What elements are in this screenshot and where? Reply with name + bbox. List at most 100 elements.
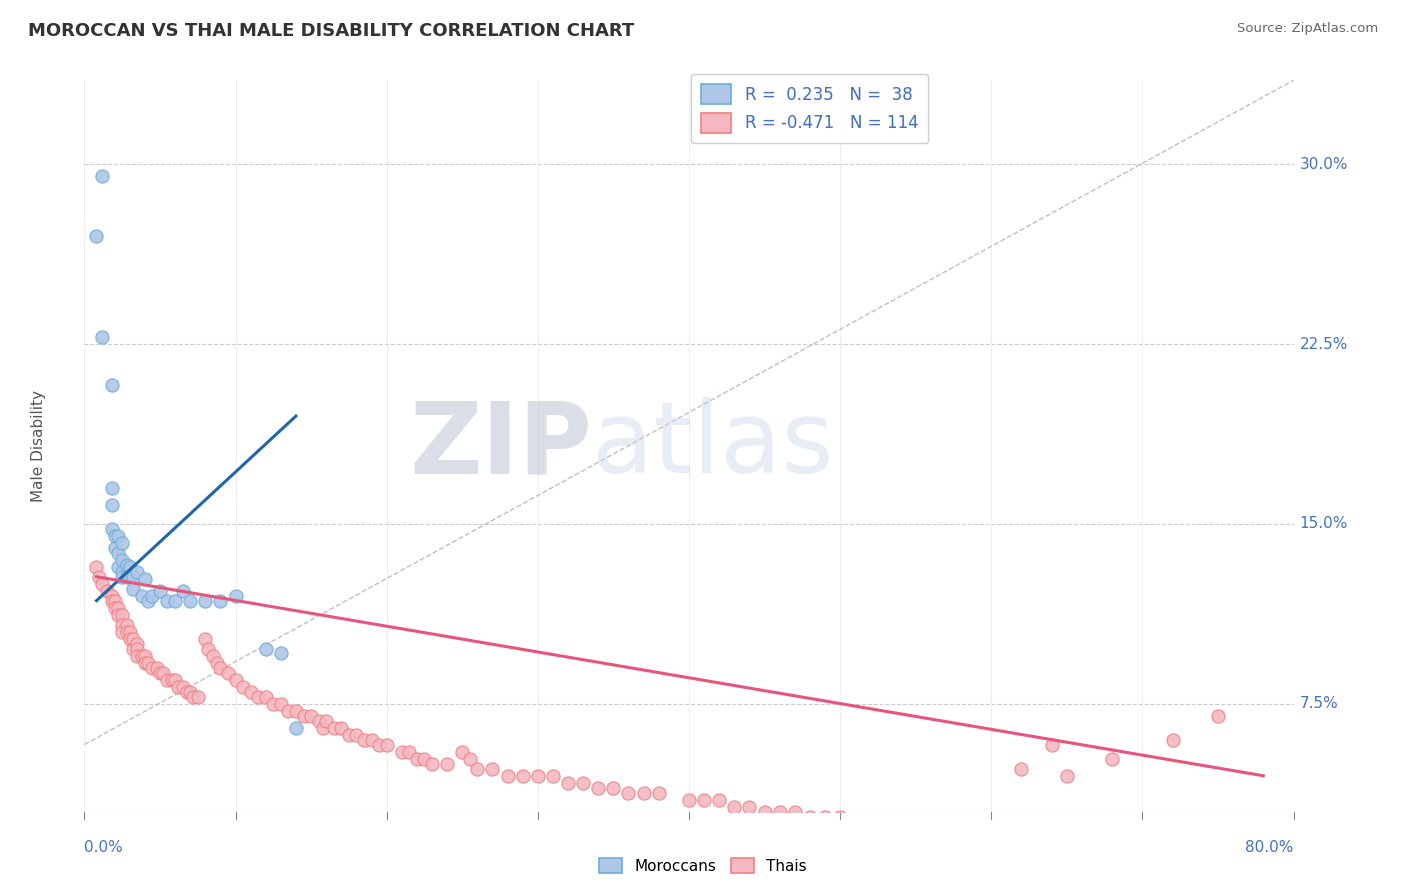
Point xyxy=(91,169,114,184)
Point xyxy=(633,785,655,799)
Point xyxy=(118,624,141,639)
Point xyxy=(588,780,610,795)
Point xyxy=(127,648,149,663)
Point xyxy=(239,685,262,699)
Point xyxy=(217,665,239,680)
Point xyxy=(146,661,169,675)
Point xyxy=(935,829,957,843)
Point xyxy=(292,708,315,723)
Point xyxy=(111,624,134,639)
Point xyxy=(844,816,866,830)
Point xyxy=(100,377,122,392)
Point xyxy=(709,793,731,807)
Point xyxy=(91,330,114,344)
Point xyxy=(96,584,118,599)
Point xyxy=(875,816,897,830)
Point xyxy=(156,673,179,687)
Point xyxy=(1161,732,1184,747)
Text: Source: ZipAtlas.com: Source: ZipAtlas.com xyxy=(1237,22,1378,36)
Point xyxy=(783,805,806,819)
Point xyxy=(121,582,143,596)
Point xyxy=(617,785,640,799)
Point xyxy=(322,721,344,735)
Point xyxy=(225,589,247,603)
Point xyxy=(107,560,129,574)
Point xyxy=(1011,762,1033,776)
Text: 7.5%: 7.5% xyxy=(1299,697,1339,711)
Point xyxy=(152,665,174,680)
Point xyxy=(262,697,284,711)
Point xyxy=(406,752,429,766)
Point xyxy=(209,661,232,675)
Point xyxy=(232,680,254,694)
Point xyxy=(541,769,564,783)
Point xyxy=(160,673,183,687)
Point xyxy=(121,641,143,656)
Point xyxy=(723,800,745,814)
Point xyxy=(207,656,229,670)
Point xyxy=(904,824,927,838)
Point xyxy=(225,673,247,687)
Point xyxy=(285,721,308,735)
Point xyxy=(149,665,172,680)
Point xyxy=(165,593,187,607)
Point xyxy=(299,708,322,723)
Point xyxy=(830,809,852,823)
Point xyxy=(360,732,382,747)
Point xyxy=(890,824,912,838)
Point xyxy=(104,600,127,615)
Point xyxy=(121,632,143,646)
Point xyxy=(172,680,194,694)
Point xyxy=(197,641,219,656)
Point xyxy=(398,745,420,759)
Point xyxy=(136,656,159,670)
Point xyxy=(141,589,163,603)
Point xyxy=(134,656,156,670)
Point xyxy=(368,738,391,752)
Point xyxy=(330,721,353,735)
Point xyxy=(859,816,882,830)
Point xyxy=(1206,708,1229,723)
Point xyxy=(127,565,149,579)
Point xyxy=(107,600,129,615)
Point xyxy=(118,632,141,646)
Point xyxy=(100,593,122,607)
Text: 22.5%: 22.5% xyxy=(1299,336,1348,351)
Point xyxy=(285,704,308,718)
Point xyxy=(86,229,108,244)
Point xyxy=(353,732,375,747)
Point xyxy=(172,584,194,599)
Point xyxy=(527,769,550,783)
Point xyxy=(118,570,141,584)
Point xyxy=(107,546,129,560)
Text: 15.0%: 15.0% xyxy=(1299,516,1348,532)
Point xyxy=(194,593,217,607)
Point xyxy=(156,593,179,607)
Point xyxy=(277,704,299,718)
Text: MOROCCAN VS THAI MALE DISABILITY CORRELATION CHART: MOROCCAN VS THAI MALE DISABILITY CORRELA… xyxy=(28,22,634,40)
Point xyxy=(201,648,224,663)
Point xyxy=(134,648,156,663)
Point xyxy=(467,762,489,776)
Point xyxy=(572,776,595,790)
Point xyxy=(814,809,837,823)
Point xyxy=(754,805,776,819)
Point xyxy=(799,809,821,823)
Point xyxy=(115,617,138,632)
Text: ZIP: ZIP xyxy=(409,398,592,494)
Point xyxy=(100,481,122,495)
Text: atlas: atlas xyxy=(592,398,834,494)
Point xyxy=(247,690,270,704)
Point xyxy=(769,805,792,819)
Point xyxy=(141,661,163,675)
Point xyxy=(91,577,114,591)
Point xyxy=(111,608,134,623)
Point xyxy=(693,793,716,807)
Point xyxy=(104,529,127,543)
Point xyxy=(104,541,127,555)
Point xyxy=(678,793,700,807)
Point xyxy=(980,829,1002,843)
Point xyxy=(118,560,141,574)
Point xyxy=(165,673,187,687)
Point xyxy=(458,752,481,766)
